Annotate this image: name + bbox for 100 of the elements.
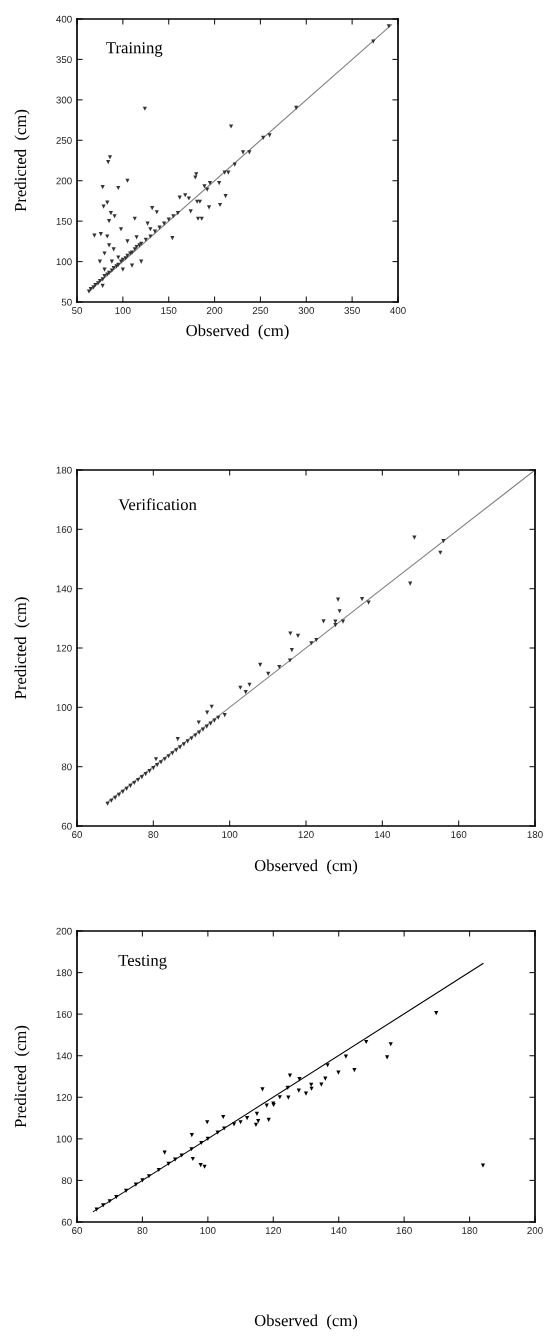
- x-axis-title: Observed (cm): [254, 1314, 358, 1330]
- point: [140, 1178, 145, 1183]
- y-tick-label: 140: [56, 585, 72, 593]
- x-tick-label: 160: [451, 831, 467, 838]
- point: [222, 1126, 227, 1131]
- y-tick-label: 180: [56, 466, 72, 474]
- x-tick-label: 100: [115, 307, 131, 314]
- point: [434, 1011, 439, 1016]
- x-tick-label: 120: [265, 1227, 282, 1234]
- point: [162, 1150, 167, 1155]
- y-tick-label: 80: [61, 1177, 72, 1185]
- x-tick-label: 120: [298, 831, 314, 838]
- point: [325, 1063, 330, 1068]
- point: [193, 733, 198, 738]
- point: [189, 1133, 194, 1138]
- y-tick-label: 200: [56, 177, 72, 185]
- point: [107, 1199, 112, 1204]
- point: [388, 1042, 393, 1047]
- point: [166, 754, 171, 759]
- x-tick-label: 60: [72, 1227, 83, 1234]
- y-tick-label: 60: [61, 822, 72, 830]
- y-tick-label: 300: [56, 96, 72, 104]
- point: [277, 1095, 282, 1100]
- y-tick-label: 400: [56, 15, 72, 23]
- text: Training: [106, 42, 163, 57]
- y-tick-label: 80: [61, 763, 72, 771]
- x-tick-label: 180: [462, 1227, 478, 1234]
- point: [143, 772, 148, 777]
- point: [200, 727, 206, 732]
- x-tick-label: 250: [252, 307, 269, 314]
- x-tick-label: 80: [137, 1227, 148, 1234]
- y-tick-label: 140: [56, 1052, 72, 1060]
- x-tick-label: 100: [200, 1227, 216, 1234]
- point: [287, 658, 293, 663]
- x-tick-label: 100: [222, 831, 238, 838]
- point: [162, 757, 167, 762]
- point: [205, 1120, 210, 1125]
- x-tick-label: 80: [148, 831, 159, 838]
- point: [222, 712, 227, 718]
- x-axis-title: Observed (cm): [254, 859, 358, 875]
- y-tick-label: 160: [56, 526, 72, 533]
- point: [101, 1203, 106, 1208]
- x-tick-label: 150: [161, 307, 177, 314]
- x-tick-label: 350: [344, 307, 360, 314]
- point: [288, 631, 293, 636]
- point: [94, 1207, 99, 1212]
- y-tick-label: 160: [56, 1010, 72, 1018]
- point: [277, 664, 282, 670]
- x-tick-label: 140: [331, 1227, 347, 1234]
- x-tick-label: 160: [396, 1227, 412, 1234]
- point: [175, 736, 180, 742]
- x-tick-label: 400: [390, 307, 406, 314]
- point: [179, 1153, 184, 1158]
- point: [189, 736, 194, 741]
- x-tick-label: 180: [527, 831, 543, 838]
- point: [343, 1054, 348, 1059]
- y-tick-label: 120: [56, 644, 72, 652]
- y-axis-title: Predicted (cm): [14, 109, 30, 212]
- x-axis-title: Observed (cm): [186, 324, 289, 340]
- point: [441, 539, 446, 544]
- x-tick-label: 60: [72, 831, 83, 838]
- point: [221, 1114, 226, 1120]
- point: [132, 780, 137, 786]
- point: [260, 1087, 265, 1092]
- y-tick-label: 180: [56, 969, 72, 977]
- y-tick-label: 200: [56, 927, 72, 935]
- x-tick-label: 50: [71, 307, 83, 314]
- point: [155, 763, 160, 768]
- point: [177, 745, 183, 750]
- x-tick-label: 200: [206, 307, 223, 314]
- x-tick-label: 200: [527, 1227, 543, 1234]
- y-tick-label: 100: [56, 1135, 72, 1143]
- point: [174, 748, 179, 753]
- y-tick-label: 60: [61, 1218, 72, 1226]
- point: [190, 1156, 195, 1162]
- y-tick-label: 250: [56, 137, 72, 144]
- point: [181, 742, 186, 747]
- text: Verification: [118, 498, 197, 511]
- y-axis-title: Predicted (cm): [14, 1025, 30, 1128]
- y-tick-label: 150: [56, 217, 72, 225]
- point: [336, 1070, 341, 1075]
- x-tick-label: 300: [298, 307, 315, 314]
- point: [196, 720, 201, 725]
- point: [151, 766, 156, 771]
- point: [303, 1091, 309, 1096]
- y-tick-label: 100: [56, 704, 72, 711]
- point: [333, 623, 338, 628]
- point: [114, 1194, 119, 1200]
- text: Testing: [118, 954, 167, 970]
- point: [170, 751, 175, 756]
- point: [197, 730, 202, 735]
- y-tick-label: 50: [61, 298, 72, 306]
- point: [243, 690, 248, 695]
- y-axis-title: Predicted (cm): [14, 597, 30, 699]
- y-tick-label: 350: [56, 56, 72, 64]
- point: [309, 641, 314, 646]
- y-tick-label: 120: [56, 1094, 72, 1101]
- point: [323, 1076, 328, 1081]
- point: [156, 1167, 161, 1173]
- y-tick-label: 100: [56, 258, 72, 266]
